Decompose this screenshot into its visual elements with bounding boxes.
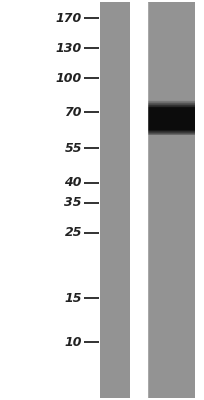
- Text: 15: 15: [64, 292, 82, 304]
- Text: 100: 100: [56, 72, 82, 84]
- Text: 25: 25: [64, 226, 82, 240]
- Text: 10: 10: [64, 336, 82, 348]
- Text: 40: 40: [64, 176, 82, 190]
- Text: 170: 170: [56, 12, 82, 24]
- Text: 70: 70: [64, 106, 82, 118]
- Text: 55: 55: [64, 142, 82, 154]
- Text: 35: 35: [64, 196, 82, 210]
- Text: 130: 130: [56, 42, 82, 54]
